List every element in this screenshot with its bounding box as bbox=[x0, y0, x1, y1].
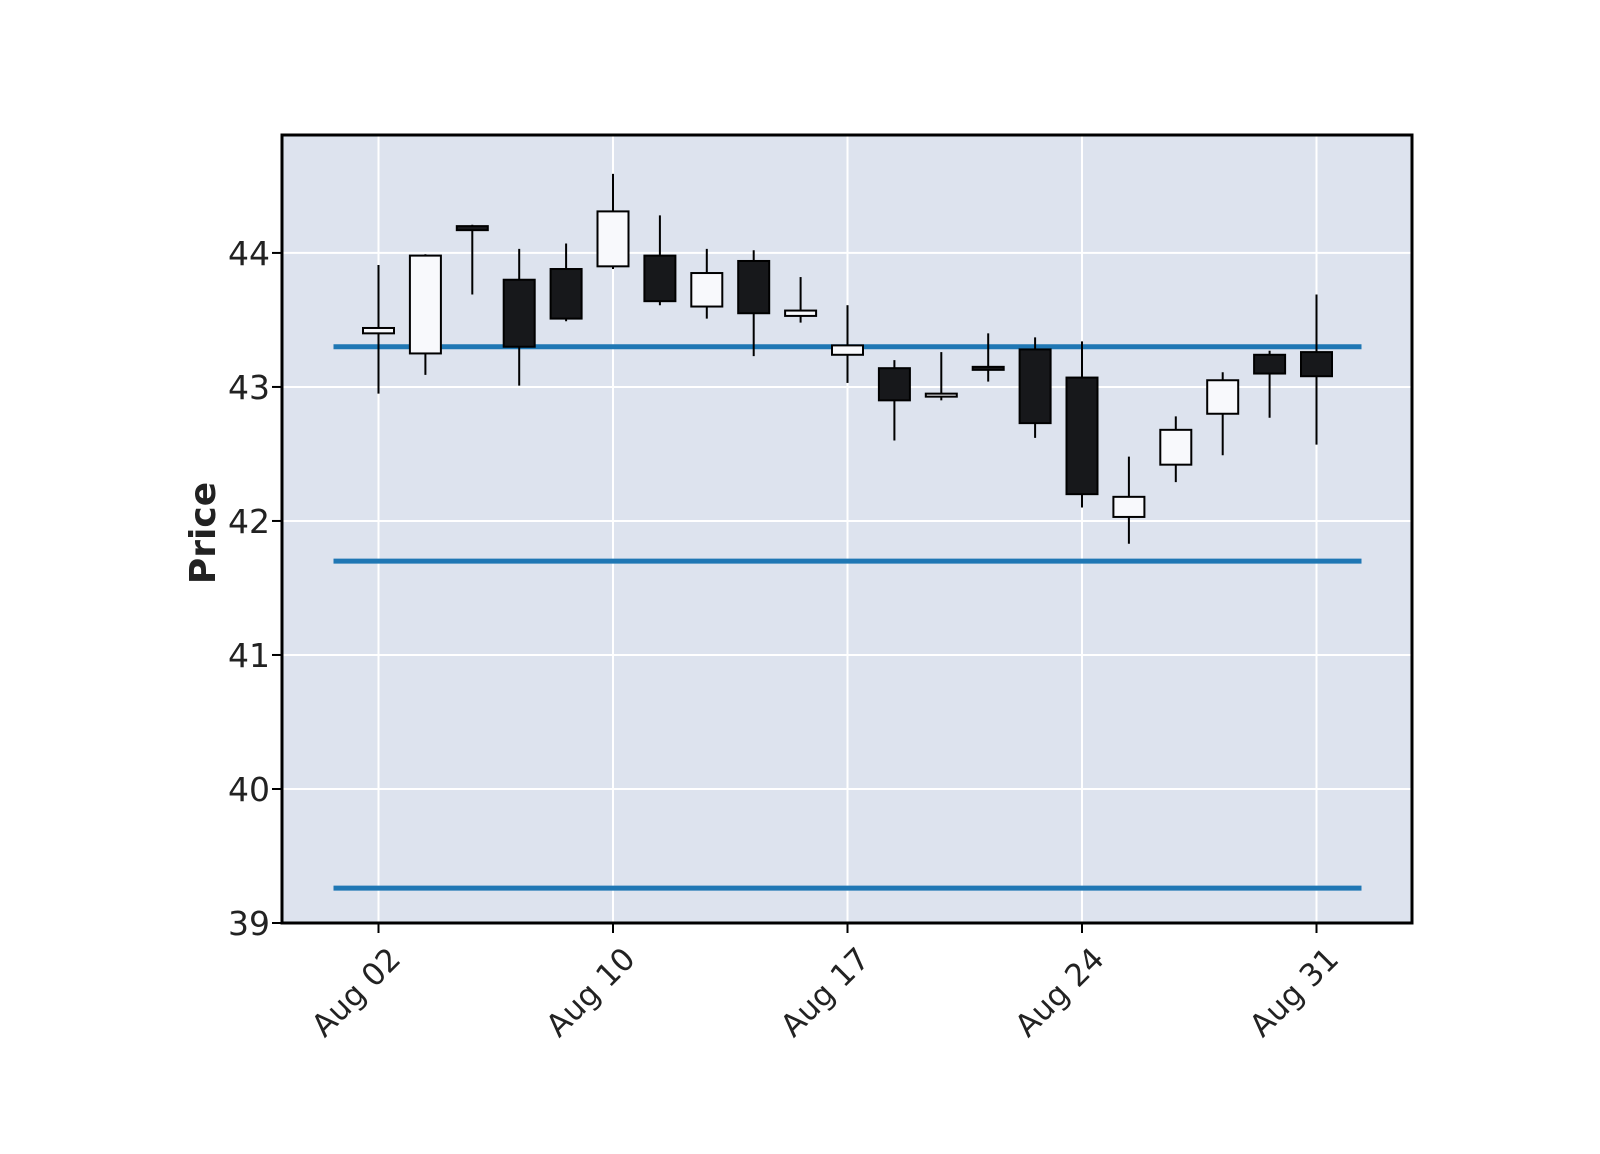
candle-body bbox=[643, 254, 677, 303]
candle bbox=[362, 264, 395, 394]
candle bbox=[549, 243, 583, 322]
candle-body bbox=[877, 367, 911, 402]
candle bbox=[502, 248, 536, 386]
y-tick-label: 44 bbox=[228, 234, 270, 273]
candle-body bbox=[549, 268, 583, 320]
candle-body bbox=[1159, 428, 1193, 466]
candle bbox=[690, 248, 724, 319]
x-tick-label: Aug 17 bbox=[774, 941, 877, 1044]
candle bbox=[1300, 294, 1333, 445]
x-axis-ticks: Aug 02 Aug 10 Aug 17 Aug 24 Aug 31 bbox=[305, 923, 1346, 1044]
candle bbox=[408, 254, 442, 375]
candle bbox=[971, 333, 1005, 382]
y-tick-label: 40 bbox=[228, 770, 270, 809]
candle bbox=[1206, 372, 1240, 456]
candles bbox=[362, 173, 1333, 544]
candle bbox=[1253, 350, 1287, 418]
candle bbox=[831, 305, 864, 383]
x-tick-label: Aug 24 bbox=[1008, 941, 1111, 1044]
candle bbox=[643, 215, 677, 306]
y-tick-label: 39 bbox=[228, 904, 270, 943]
candle-body bbox=[1112, 495, 1146, 518]
candle bbox=[1112, 456, 1146, 544]
candle-body bbox=[971, 365, 1005, 371]
candle bbox=[924, 352, 958, 401]
y-axis-ticks: 39 40 41 42 43 44 bbox=[228, 234, 282, 943]
candle-body bbox=[784, 309, 818, 317]
candle-body bbox=[1253, 353, 1287, 375]
candle-body bbox=[737, 259, 771, 315]
y-tick-label: 43 bbox=[228, 368, 270, 407]
y-tick-label: 42 bbox=[228, 502, 270, 541]
candle bbox=[737, 250, 771, 357]
candle bbox=[877, 360, 911, 441]
candle-body bbox=[1018, 348, 1052, 425]
y-axis-label: Price bbox=[183, 482, 224, 584]
candle-body bbox=[455, 225, 489, 232]
candle bbox=[784, 277, 818, 323]
candle bbox=[455, 224, 489, 295]
candle-body bbox=[924, 392, 958, 398]
candle-body bbox=[408, 254, 442, 355]
candle-body bbox=[831, 344, 864, 356]
x-tick-label: Aug 31 bbox=[1243, 941, 1346, 1044]
candle-body bbox=[596, 210, 630, 268]
candle-body bbox=[1206, 379, 1240, 415]
x-tick-label: Aug 10 bbox=[539, 941, 642, 1044]
candle-body bbox=[1300, 351, 1333, 378]
candle-body bbox=[502, 278, 536, 348]
candle-body bbox=[1065, 376, 1099, 496]
candle-body bbox=[690, 272, 724, 308]
candle bbox=[1018, 337, 1052, 438]
y-tick-label: 41 bbox=[228, 636, 270, 675]
candle bbox=[1065, 341, 1099, 508]
candle-body bbox=[362, 326, 395, 335]
candle bbox=[596, 173, 630, 270]
x-tick-label: Aug 02 bbox=[305, 941, 408, 1044]
candle bbox=[1159, 416, 1193, 483]
